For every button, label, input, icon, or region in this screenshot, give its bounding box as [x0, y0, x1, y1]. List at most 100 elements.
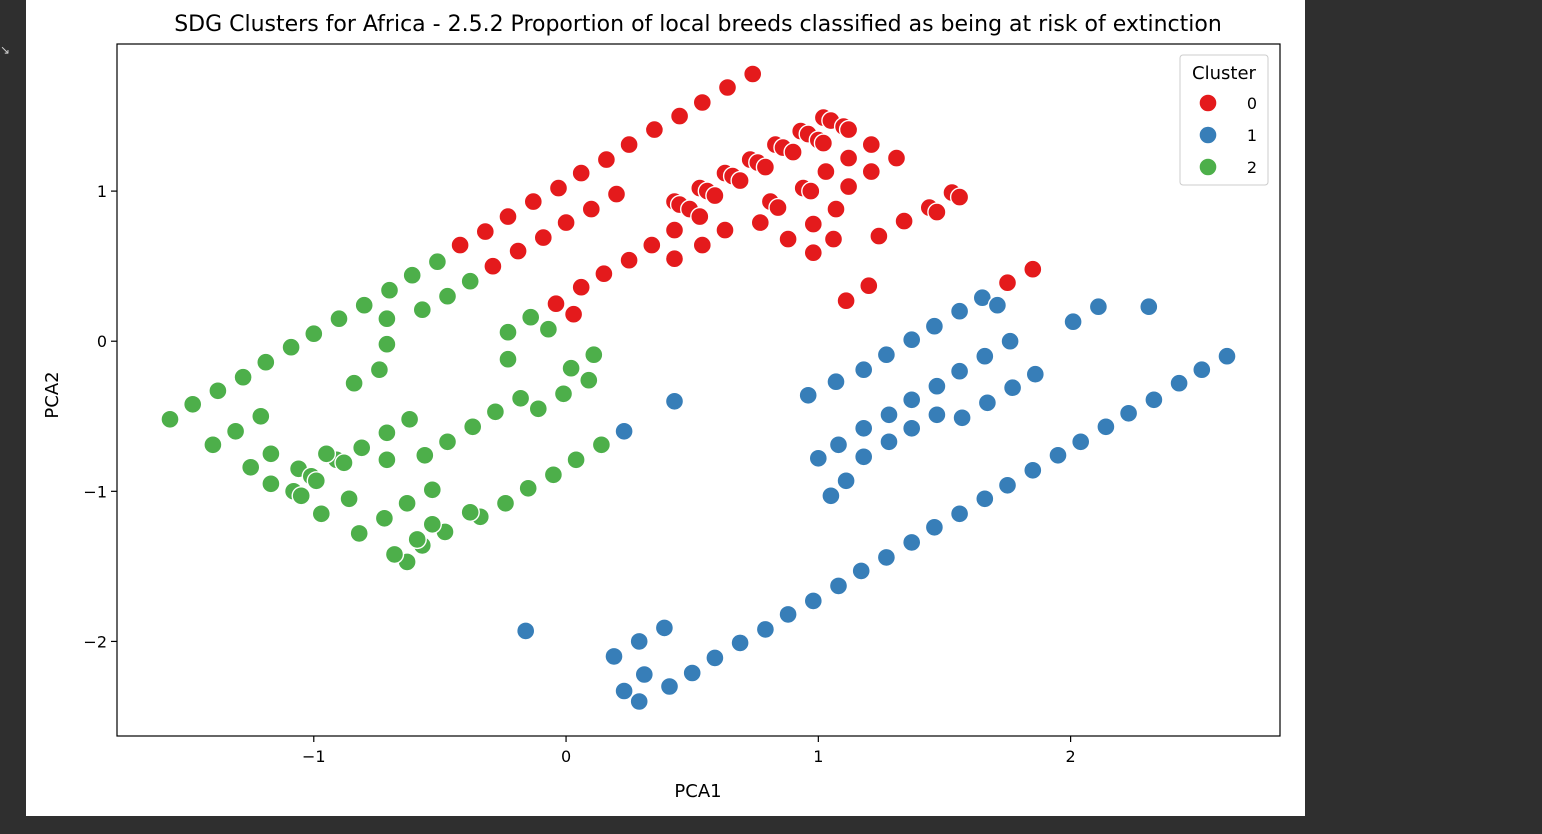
- data-point-cluster-2: [495, 493, 516, 513]
- plot-points: [160, 64, 1237, 712]
- data-point-cluster-0: [861, 134, 881, 155]
- chart-figure: SDG Clusters for Africa - 2.5.2 Proporti…: [26, 0, 1305, 816]
- data-point-cluster-1: [927, 376, 947, 396]
- data-point-cluster-0: [1023, 259, 1043, 279]
- data-point-cluster-2: [256, 352, 276, 372]
- data-point-cluster-1: [1144, 390, 1164, 410]
- data-point-cluster-2: [352, 438, 372, 458]
- data-point-cluster-2: [437, 432, 458, 452]
- data-point-cluster-0: [483, 256, 503, 276]
- data-point-cluster-2: [397, 493, 417, 513]
- legend-title: Cluster: [1192, 63, 1256, 84]
- legend-entries: 0 1 2: [1198, 93, 1257, 177]
- data-point-cluster-1: [902, 390, 922, 410]
- plot-area-frame: [116, 43, 1281, 737]
- legend-label-1: 1: [1247, 126, 1257, 145]
- data-point-cluster-1: [808, 448, 828, 468]
- data-point-cluster-2: [579, 370, 599, 390]
- data-point-cluster-0: [556, 212, 576, 233]
- data-point-cluster-0: [664, 220, 685, 240]
- data-point-cluster-2: [463, 417, 483, 437]
- data-point-cluster-1: [977, 393, 998, 413]
- data-point-cluster-2: [261, 474, 281, 494]
- data-point-cluster-0: [475, 221, 495, 242]
- data-point-cluster-2: [402, 265, 422, 285]
- data-point-cluster-1: [924, 316, 945, 336]
- data-point-cluster-0: [563, 304, 584, 324]
- data-point-cluster-1: [949, 504, 970, 524]
- data-point-cluster-2: [261, 444, 281, 464]
- data-point-cluster-2: [460, 502, 480, 522]
- y-tick-label: −2: [83, 632, 107, 651]
- data-point-cluster-2: [379, 280, 400, 300]
- data-point-cluster-0: [571, 277, 591, 297]
- data-point-cluster-0: [642, 235, 662, 255]
- data-point-cluster-0: [498, 206, 518, 227]
- data-point-cluster-2: [498, 322, 518, 342]
- data-point-cluster-2: [240, 457, 261, 477]
- data-point-cluster-2: [203, 435, 223, 455]
- data-point-cluster-2: [384, 544, 405, 565]
- x-axis: −1 0 1 2: [302, 736, 1076, 766]
- data-point-cluster-0: [644, 119, 665, 140]
- data-point-cluster-0: [692, 235, 712, 255]
- data-point-cluster-1: [659, 676, 680, 697]
- legend-label-2: 2: [1247, 158, 1257, 177]
- data-point-cluster-1: [1096, 417, 1116, 437]
- data-point-cluster-1: [876, 345, 897, 365]
- data-point-cluster-0: [692, 92, 712, 113]
- data-point-cluster-1: [876, 547, 897, 568]
- data-point-cluster-2: [377, 450, 397, 470]
- data-point-cluster-2: [160, 409, 180, 429]
- data-point-cluster-2: [510, 388, 531, 408]
- y-tick-label: 0: [97, 332, 107, 351]
- data-point-cluster-0: [859, 276, 879, 296]
- x-tick-label: 0: [561, 747, 571, 766]
- data-point-cluster-1: [614, 421, 634, 441]
- data-point-cluster-2: [521, 307, 541, 327]
- data-point-cluster-1: [851, 561, 871, 581]
- data-point-cluster-0: [783, 142, 803, 162]
- data-point-cluster-1: [1048, 445, 1068, 465]
- data-point-cluster-0: [836, 291, 856, 311]
- data-point-cluster-0: [619, 250, 639, 270]
- data-point-cluster-0: [546, 294, 566, 314]
- data-point-cluster-2: [281, 337, 301, 357]
- data-point-cluster-2: [225, 421, 246, 441]
- data-point-cluster-1: [798, 385, 818, 405]
- data-point-cluster-1: [854, 418, 874, 438]
- data-point-cluster-1: [1118, 403, 1139, 423]
- data-point-cluster-0: [838, 119, 859, 140]
- data-point-cluster-2: [374, 508, 395, 528]
- data-point-cluster-1: [997, 475, 1018, 495]
- data-point-cluster-2: [427, 252, 448, 272]
- data-point-cluster-0: [717, 77, 738, 98]
- x-tick-label: 1: [813, 747, 823, 766]
- data-point-cluster-2: [399, 409, 420, 429]
- data-point-cluster-0: [838, 148, 859, 168]
- legend-box: [1179, 54, 1269, 186]
- data-point-cluster-1: [730, 633, 750, 653]
- data-point-cluster-1: [975, 346, 995, 366]
- data-point-cluster-1: [828, 576, 849, 596]
- data-point-cluster-0: [894, 211, 914, 231]
- data-point-cluster-0: [816, 161, 836, 182]
- data-point-cluster-1: [664, 391, 685, 411]
- y-tick-label: 1: [97, 182, 107, 201]
- data-point-cluster-0: [801, 181, 821, 201]
- data-point-cluster-2: [407, 529, 427, 550]
- data-point-cluster-2: [377, 309, 397, 329]
- data-point-cluster-2: [354, 295, 374, 315]
- data-point-cluster-2: [377, 423, 397, 443]
- data-point-cluster-2: [422, 514, 442, 534]
- scatter-chart: SDG Clusters for Africa - 2.5.2 Proporti…: [42, 12, 1281, 802]
- y-axis-label: PCA2: [42, 371, 63, 418]
- data-point-cluster-2: [437, 286, 458, 306]
- legend-marker-2: [1198, 157, 1218, 177]
- data-point-cluster-1: [1217, 346, 1237, 366]
- data-point-cluster-1: [1025, 364, 1045, 384]
- data-point-cluster-1: [1070, 432, 1091, 452]
- chart-title: SDG Clusters for Africa - 2.5.2 Proporti…: [174, 12, 1222, 37]
- data-point-cluster-1: [828, 435, 849, 455]
- data-point-cluster-0: [755, 157, 776, 177]
